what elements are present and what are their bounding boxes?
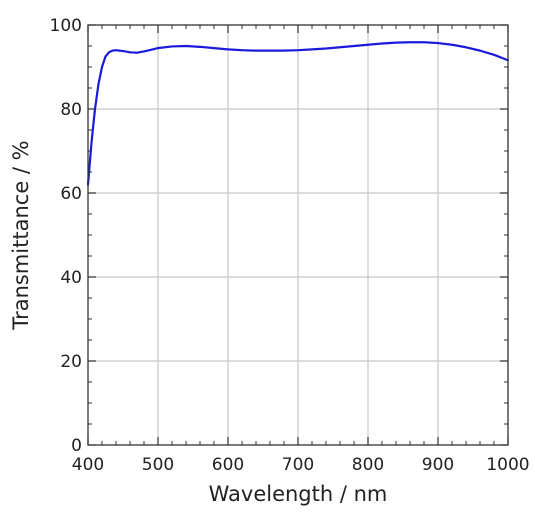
x-tick-label: 700 [282,455,314,475]
y-tick-label: 40 [60,268,82,288]
x-tick-label: 900 [422,455,454,475]
x-tick-label: 800 [352,455,384,475]
transmittance-series-line [86,41,510,186]
x-tick-label: 600 [212,455,244,475]
x-tick-label: 500 [142,455,174,475]
grid-layer [88,25,508,445]
plot-frame [87,24,509,446]
x-tick-label: 1000 [486,455,529,475]
series-layer [86,41,510,186]
y-tick-label: 60 [60,184,82,204]
y-tick-label: 20 [60,352,82,372]
x-tick-labels: 400 500 600 700 800 900 1000 [72,455,530,475]
y-axis-label: Transmittance / % [9,140,33,330]
y-tick-label: 80 [60,100,82,120]
y-tick-labels: 0 20 40 60 80 100 [50,16,82,456]
x-tick-label: 400 [72,455,104,475]
minor-ticks [88,25,508,445]
y-tick-label: 100 [50,16,82,36]
y-tick-label: 0 [71,436,82,456]
x-axis-label: Wavelength / nm [209,482,388,506]
